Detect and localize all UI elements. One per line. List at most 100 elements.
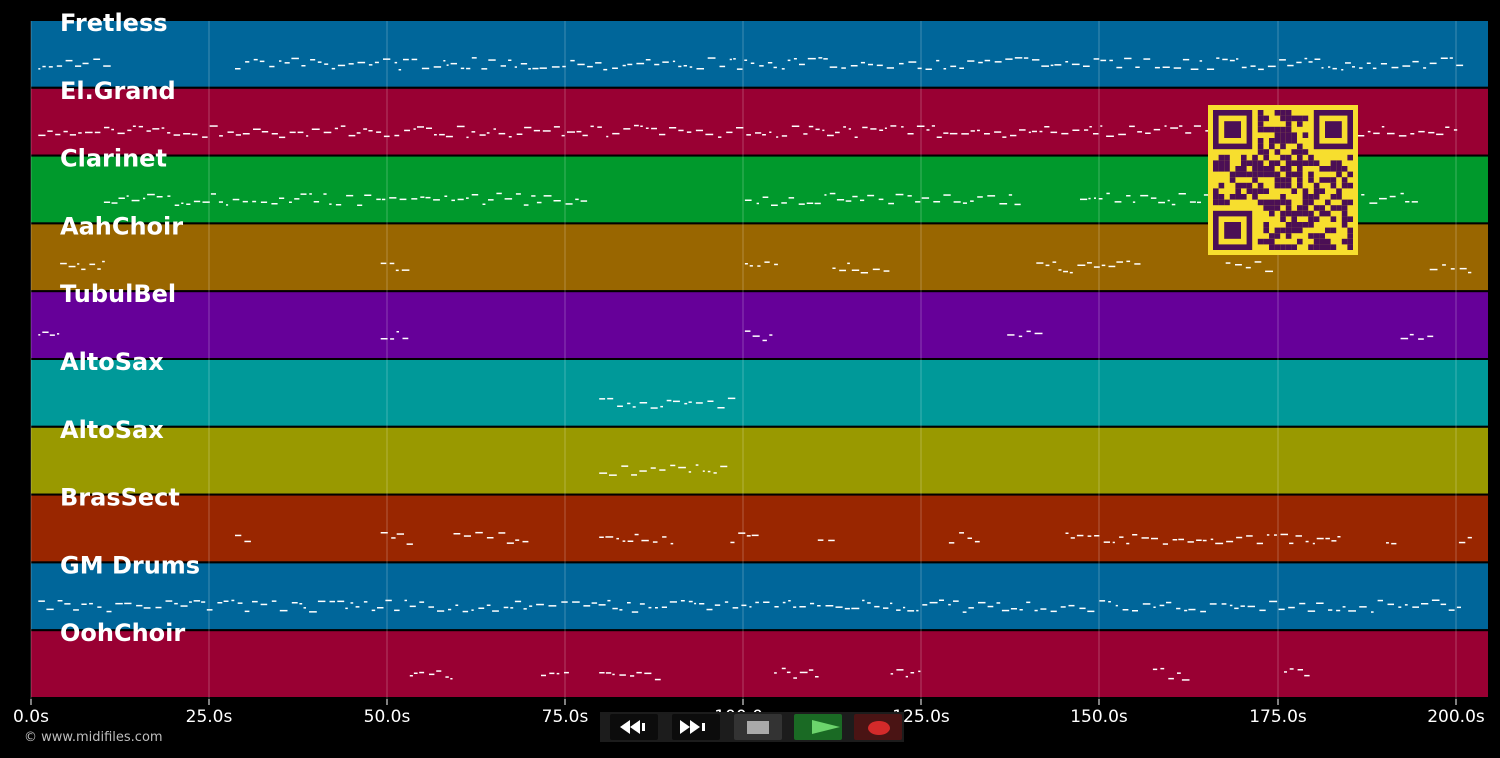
note	[515, 539, 520, 541]
track-lane-5[interactable]	[31, 360, 1488, 428]
qr-finder-core	[1325, 121, 1342, 138]
note	[475, 531, 483, 534]
note	[1182, 58, 1190, 61]
note	[720, 465, 728, 468]
note	[595, 62, 602, 64]
note	[1001, 609, 1010, 612]
track-lane-7[interactable]	[31, 495, 1488, 564]
track-lane-8[interactable]	[31, 563, 1488, 632]
note	[553, 200, 561, 202]
note	[636, 671, 642, 674]
note	[368, 130, 373, 132]
note	[763, 601, 770, 603]
stop-button[interactable]	[734, 714, 782, 740]
note	[762, 339, 767, 342]
note	[103, 201, 111, 203]
qr-module	[1229, 177, 1236, 183]
note	[798, 203, 805, 205]
note	[1314, 58, 1321, 60]
note	[453, 533, 461, 535]
note	[78, 132, 82, 134]
note	[1167, 199, 1170, 202]
note	[1093, 266, 1100, 268]
note	[896, 609, 901, 611]
note	[402, 337, 409, 340]
note	[1177, 672, 1181, 674]
note	[419, 601, 425, 603]
note	[1122, 609, 1129, 611]
note	[1116, 261, 1123, 263]
qr-module	[1291, 244, 1297, 250]
qr-module	[1257, 121, 1264, 127]
note	[89, 602, 93, 605]
note	[895, 193, 904, 196]
qr-module	[1319, 210, 1325, 217]
note	[1065, 532, 1069, 534]
note	[750, 62, 755, 64]
note	[173, 134, 181, 136]
note	[1458, 541, 1466, 544]
note	[774, 606, 779, 608]
qr-code[interactable]	[1208, 105, 1358, 255]
note	[1045, 264, 1050, 267]
note	[542, 130, 551, 132]
note	[1216, 57, 1220, 59]
note	[1164, 125, 1167, 127]
note	[719, 65, 726, 68]
note	[707, 400, 714, 402]
note	[1108, 265, 1116, 268]
note	[655, 607, 658, 609]
note	[1245, 266, 1251, 269]
qr-module	[1297, 154, 1303, 161]
note	[102, 260, 105, 263]
note	[799, 63, 805, 66]
note	[528, 68, 531, 70]
qr-module	[1325, 227, 1331, 234]
note	[433, 199, 440, 201]
fast-forward-button[interactable]	[672, 714, 720, 740]
note	[696, 68, 704, 70]
note	[1132, 201, 1136, 203]
note	[1100, 125, 1103, 127]
qr-module	[1263, 205, 1269, 211]
note	[741, 604, 747, 607]
note	[987, 605, 994, 608]
qr-module	[1263, 227, 1269, 234]
rewind-button[interactable]	[610, 714, 658, 740]
note	[808, 125, 814, 128]
note	[1287, 64, 1294, 67]
note	[782, 601, 786, 604]
track-lane-6[interactable]	[31, 427, 1488, 496]
note	[776, 136, 779, 138]
note	[317, 61, 322, 63]
note	[1357, 135, 1365, 137]
note	[874, 605, 880, 608]
note	[97, 606, 102, 608]
note	[1421, 603, 1429, 605]
qr-module	[1280, 143, 1286, 150]
qr-module	[1280, 194, 1286, 200]
note	[803, 133, 808, 135]
lane-background	[31, 495, 1488, 562]
track-name: GM Drums	[60, 551, 200, 579]
track-lane-4[interactable]	[31, 292, 1488, 360]
track-lane-9[interactable]	[31, 631, 1488, 699]
play-button[interactable]	[794, 714, 842, 740]
qr-module	[1308, 244, 1314, 250]
note	[235, 534, 242, 537]
lane-background	[31, 360, 1488, 426]
note	[161, 127, 165, 129]
note	[1371, 611, 1374, 613]
note	[1234, 607, 1239, 610]
note	[167, 195, 171, 197]
note	[570, 59, 575, 62]
note	[271, 133, 278, 135]
note	[793, 606, 797, 608]
record-button[interactable]	[854, 714, 902, 740]
note	[1418, 338, 1424, 340]
qr-module	[1269, 199, 1275, 206]
track-lane-0[interactable]	[31, 21, 1488, 89]
note	[411, 198, 418, 200]
qr-module	[1313, 205, 1320, 211]
note	[1391, 66, 1399, 69]
